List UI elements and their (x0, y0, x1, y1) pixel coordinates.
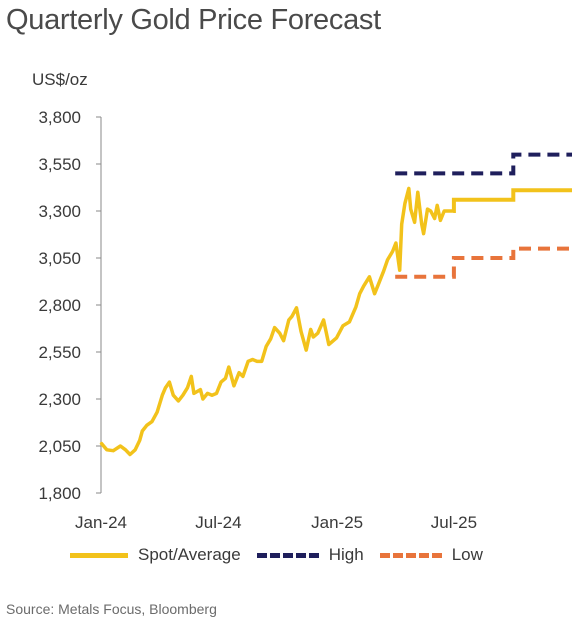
source-note: Source: Metals Focus, Bloomberg (6, 601, 217, 617)
y-tick-label: 2,550 (38, 343, 81, 362)
series-step-spot-average (451, 188, 572, 213)
x-tick-label: Jul-25 (431, 513, 477, 532)
legend-swatch-low (379, 552, 442, 558)
legend-label-low: Low (451, 545, 483, 564)
series-line-spot-average (99, 186, 456, 457)
legend-label-high: High (328, 545, 364, 564)
y-tick-label: 3,300 (38, 202, 81, 221)
legend-label-spot: Spot/Average (138, 545, 241, 564)
y-tick-label: 2,800 (38, 296, 81, 315)
legend-swatch-high (256, 552, 319, 558)
series-step-low (395, 246, 572, 279)
legend-item-spot: Spot/Average (70, 545, 241, 565)
x-tick-label: Jan-25 (311, 513, 363, 532)
legend-item-low: Low (379, 545, 483, 565)
x-tick-label: Jul-24 (195, 513, 241, 532)
legend-swatch-spot (70, 552, 128, 558)
y-tick-label: 3,550 (38, 155, 81, 174)
y-axis-unit-label: US$/oz (32, 70, 88, 89)
y-tick-label: 3,050 (38, 249, 81, 268)
x-tick-label: Jan-24 (75, 513, 127, 532)
legend-item-high: High (256, 545, 364, 565)
y-tick-label: 2,050 (38, 437, 81, 456)
chart-legend: Spot/Average High Low (70, 545, 499, 565)
y-tick-label: 3,800 (38, 108, 81, 127)
series-step-high (395, 152, 572, 176)
chart-title: Quarterly Gold Price Forecast (6, 4, 381, 36)
y-tick-label: 1,800 (38, 484, 81, 503)
y-tick-label: 2,300 (38, 390, 81, 409)
